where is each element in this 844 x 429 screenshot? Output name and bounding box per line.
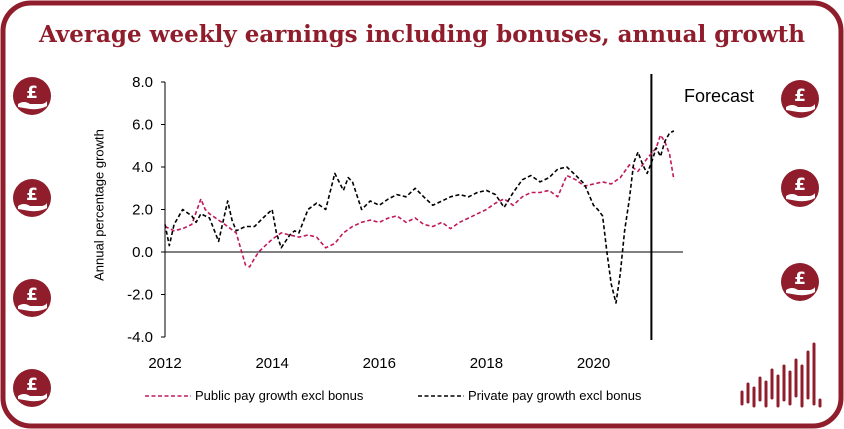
legend-swatch-private <box>418 394 464 397</box>
y-tick-label: -2.0 <box>127 287 153 304</box>
legend-item-private: Private pay growth excl bonus <box>418 388 641 403</box>
svg-text:£: £ <box>794 269 806 289</box>
legend-label-public: Public pay growth excl bonus <box>195 388 364 403</box>
pound-hand-icon: £ <box>781 80 819 118</box>
y-tick-label: 4.0 <box>132 159 153 176</box>
pound-hand-icon: £ <box>781 263 819 301</box>
chart-title: Average weekly earnings including bonuse… <box>38 21 805 48</box>
x-tick-label: 2016 <box>363 355 396 372</box>
pound-hand-icon: £ <box>13 179 51 217</box>
svg-text:£: £ <box>794 86 806 106</box>
y-tick-label: 6.0 <box>132 117 153 134</box>
x-tick-label: 2012 <box>148 355 181 372</box>
y-tick-label: 8.0 <box>132 74 153 91</box>
svg-text:£: £ <box>26 285 38 305</box>
series-line-private <box>164 130 675 304</box>
x-tick-label: 2014 <box>255 355 288 372</box>
svg-text:£: £ <box>794 175 806 195</box>
legend-item-public: Public pay growth excl bonus <box>145 388 363 403</box>
x-tick-label: 2018 <box>470 355 503 372</box>
pound-hand-icon: £ <box>13 279 51 317</box>
svg-text:£: £ <box>26 375 38 395</box>
y-tick-label: 2.0 <box>132 202 153 219</box>
pound-hand-icon: £ <box>781 169 819 207</box>
forecast-label: Forecast <box>684 86 755 106</box>
bars-logo-icon <box>740 342 822 408</box>
pound-hand-icon: £ <box>13 369 51 407</box>
svg-text:£: £ <box>26 185 38 205</box>
svg-text:£: £ <box>26 83 38 103</box>
y-tick-label: -4.0 <box>127 329 153 346</box>
pound-hand-icon: £ <box>13 77 51 115</box>
x-tick-label: 2020 <box>577 355 610 372</box>
legend-swatch-public <box>145 394 191 397</box>
y-tick-label: 0.0 <box>132 244 153 261</box>
series-line-public <box>164 134 675 268</box>
legend-label-private: Private pay growth excl bonus <box>468 388 642 403</box>
